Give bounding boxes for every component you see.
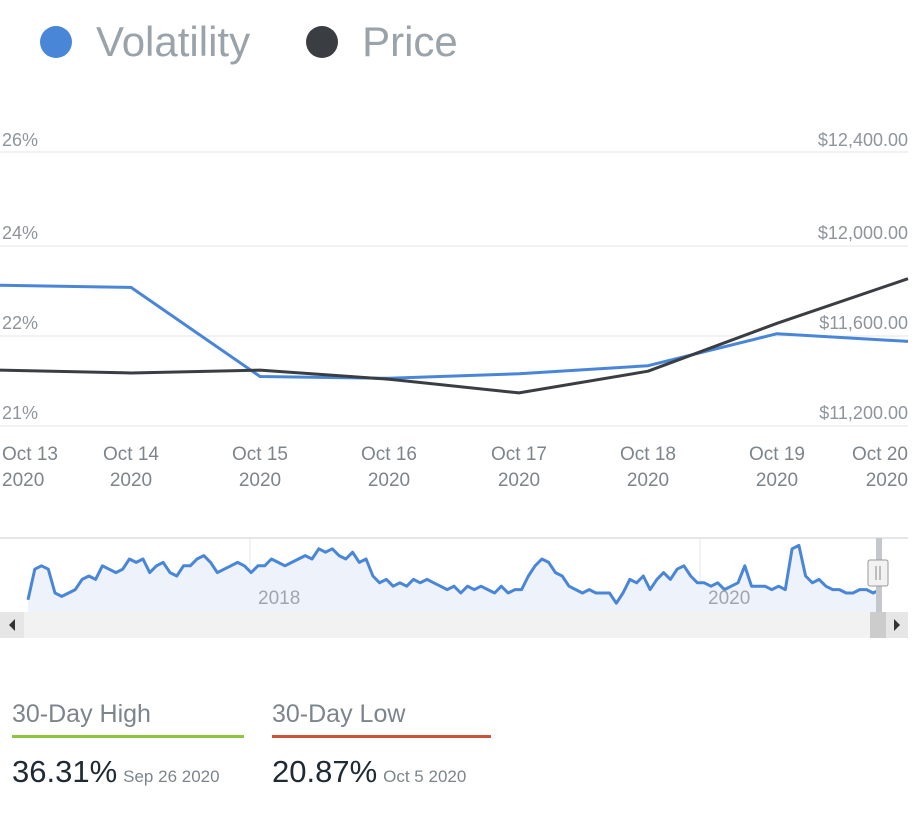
y-left-tick-1: 26% [2, 130, 38, 150]
stat-title-low: 30-Day Low [272, 700, 406, 728]
y-right-tick-4: $11,200.00 [819, 403, 908, 423]
x-axis: Oct 13 2020 Oct 14 2020 Oct 15 2020 Oct 16 2020… [2, 444, 908, 491]
scrollbar-track[interactable] [0, 612, 908, 638]
x-tick-label: Oct 16 [361, 444, 417, 465]
scrollbar-thumb[interactable] [870, 612, 886, 638]
main-chart: 26% 24% 22% 21% $12,400.00 $12,000.00 $1… [0, 130, 909, 491]
legend-label-volatility: Volatility [96, 18, 251, 65]
navigator-handle[interactable] [867, 559, 889, 587]
x-tick-label: Oct 17 [491, 444, 547, 465]
y-left-tick-4: 21% [2, 403, 38, 423]
navigator-area [28, 545, 880, 612]
stat-big-high: 36.31% [12, 754, 118, 789]
x-tick-label: Oct 14 [103, 444, 159, 465]
legend-item-price[interactable]: Price [306, 18, 458, 66]
x-tick-label: 2020 [866, 470, 908, 491]
stat-big-low: 20.87% [272, 754, 378, 789]
stat-date-high: Sep 26 2020 [123, 767, 220, 786]
x-tick-label: Oct 15 [232, 444, 288, 465]
x-tick-label: Oct 19 [749, 444, 805, 465]
x-tick-label: Oct 20 [852, 444, 908, 465]
x-tick-label: 2020 [627, 470, 669, 491]
price-dot-icon [306, 26, 339, 58]
y-left-tick-3: 22% [2, 313, 38, 333]
x-tick-label: Oct 18 [620, 444, 676, 465]
navigator-label-2020: 2020 [708, 588, 750, 609]
series-line-volatility [0, 283, 909, 380]
legend-label-price: Price [362, 18, 458, 65]
volatility-dot-icon [40, 26, 72, 58]
x-tick-label: 2020 [368, 470, 410, 491]
x-tick-label: 2020 [239, 470, 281, 491]
stat-value-high: 36.31% Sep 26 2020 [12, 754, 220, 790]
navigator-series-line [26, 543, 881, 605]
series-line-price [0, 277, 909, 395]
navigator: 2018 2020 [0, 537, 908, 638]
x-tick-label: 2020 [498, 470, 540, 491]
stat-30-day-low: 30-Day Low 20.87% Oct 5 2020 [272, 700, 491, 789]
navigator-label-2018: 2018 [258, 588, 300, 609]
legend-item-volatility[interactable]: Volatility [40, 18, 250, 66]
x-tick-label: 2020 [756, 470, 798, 491]
scroll-right-arrow-icon [894, 619, 900, 631]
y-right-tick-1: $12,400.00 [818, 130, 908, 150]
stat-title-high: 30-Day High [12, 700, 151, 728]
y-right-tick-2: $12,000.00 [818, 223, 908, 243]
y-left-tick-2: 24% [2, 223, 38, 243]
x-tick-label: Oct 13 [2, 444, 58, 465]
stat-underline-high [12, 735, 244, 738]
stat-value-low: 20.87% Oct 5 2020 [272, 754, 466, 790]
scroll-left-arrow-icon [9, 619, 15, 631]
stat-date-low: Oct 5 2020 [383, 767, 467, 786]
chart-legend: Volatility Price [40, 12, 514, 72]
stat-underline-low [272, 735, 491, 738]
stat-30-day-high: 30-Day High 36.31% Sep 26 2020 [12, 700, 244, 789]
x-tick-label: 2020 [2, 470, 44, 491]
x-tick-label: 2020 [110, 470, 152, 491]
y-right-tick-3: $11,600.00 [819, 313, 908, 333]
